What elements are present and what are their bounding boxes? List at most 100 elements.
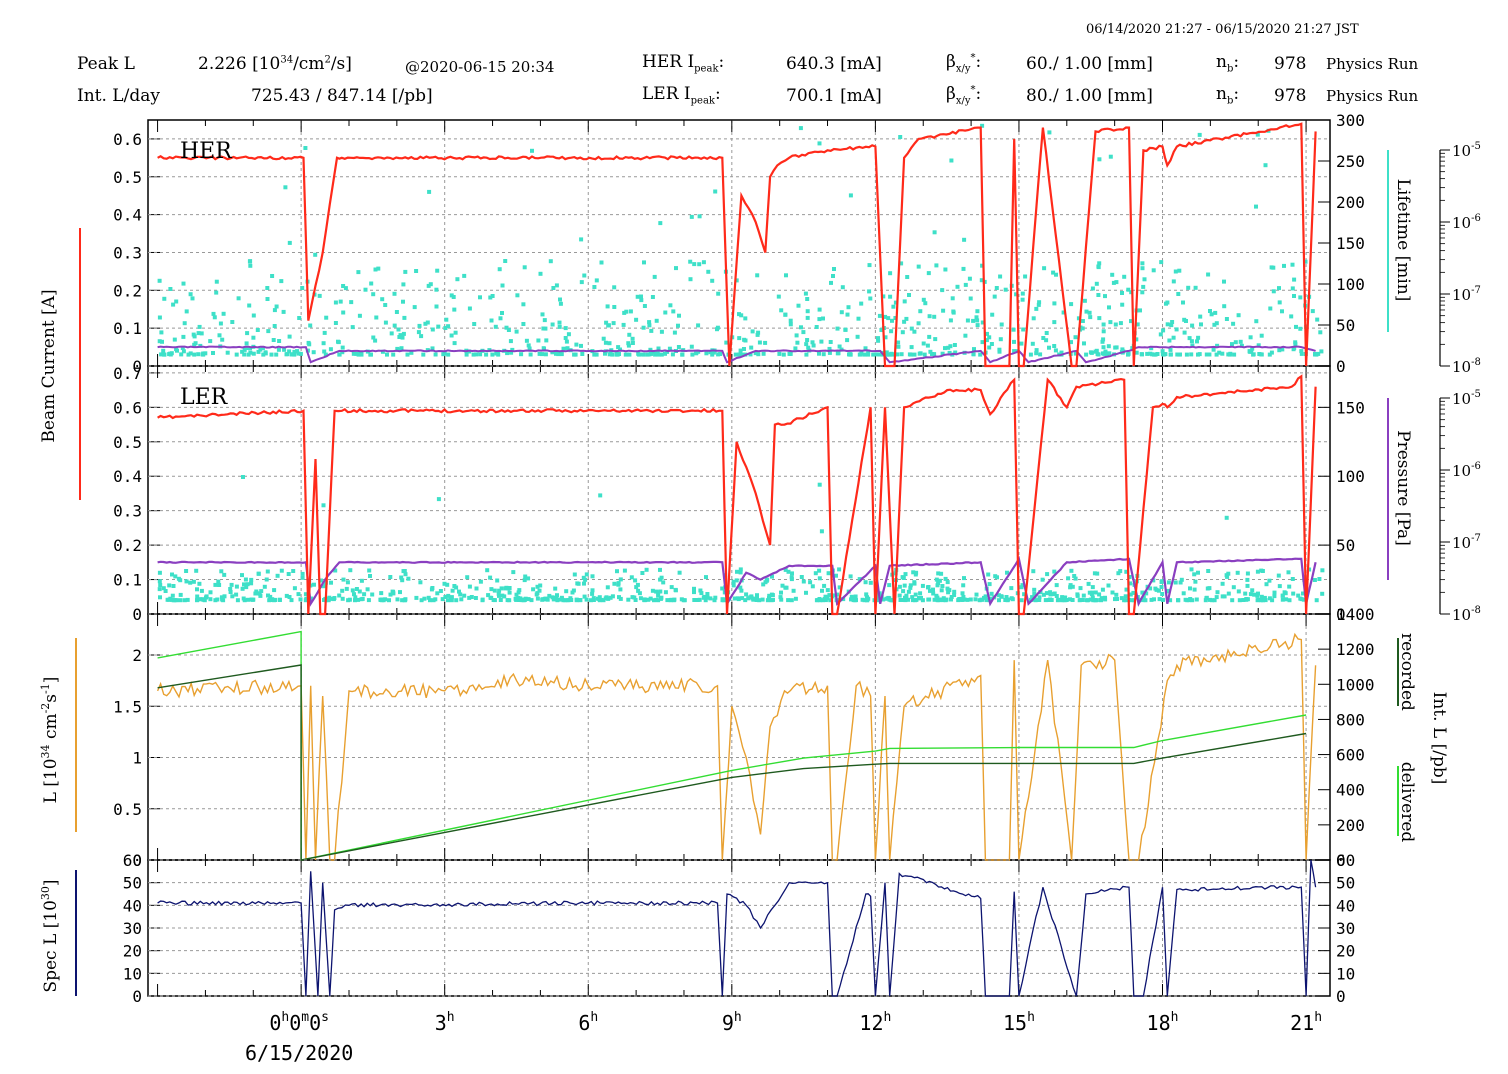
lifetime-point <box>203 351 208 356</box>
lifetime-point <box>1241 598 1246 602</box>
lifetime-point <box>1126 351 1131 356</box>
lifetime-point <box>1087 590 1092 595</box>
lifetime-point <box>1124 569 1129 574</box>
lifetime-point <box>1185 598 1190 603</box>
lifetime-point <box>1301 591 1305 596</box>
lifetime-point <box>788 351 793 356</box>
lifetime-point <box>688 259 693 264</box>
y-tick-label: 0 <box>132 357 142 376</box>
lifetime-point <box>435 591 440 596</box>
y-tick-label-right: 0 <box>1336 987 1346 1006</box>
lifetime-point <box>934 577 939 582</box>
lifetime-point <box>360 596 365 601</box>
lifetime-point <box>1215 590 1220 595</box>
lifetime-point <box>541 326 546 331</box>
lifetime-point <box>1020 297 1025 302</box>
lifetime-point <box>1088 597 1093 602</box>
lifetime-point <box>1283 591 1288 596</box>
lifetime-point <box>598 493 603 498</box>
lifetime-point <box>1320 591 1325 596</box>
lifetime-point <box>353 595 358 600</box>
lifetime-point <box>1166 588 1171 593</box>
lifetime-point <box>281 309 286 314</box>
lifetime-point <box>1280 593 1285 598</box>
lifetime-point <box>599 260 604 265</box>
lifetime-point <box>1205 586 1210 591</box>
lifetime-point <box>896 344 901 349</box>
lifetime-point <box>720 586 725 591</box>
lifetime-point <box>688 277 693 282</box>
lifetime-point <box>846 305 851 310</box>
y-tick-label-right: 100 <box>1336 467 1365 486</box>
lifetime-point <box>1298 295 1303 300</box>
lifetime-point <box>401 282 406 287</box>
lifetime-point <box>538 583 543 588</box>
y-tick-label-right: 40 <box>1336 896 1355 915</box>
lifetime-point <box>642 304 647 308</box>
lifetime-point <box>1214 321 1219 326</box>
y-tick-label-right: 50 <box>1336 874 1355 893</box>
lifetime-point <box>398 335 403 339</box>
lifetime-point <box>265 286 270 290</box>
lifetime-point <box>1110 590 1115 595</box>
lifetime-point <box>422 596 427 601</box>
lifetime-point <box>353 598 357 603</box>
lifetime-point <box>855 334 860 339</box>
lifetime-point <box>1111 280 1116 285</box>
lifetime-point <box>395 346 400 351</box>
lifetime-point <box>170 572 174 577</box>
lifetime-point <box>423 321 428 326</box>
lifetime-point <box>702 594 707 599</box>
lifetime-point <box>636 588 641 593</box>
lifetime-point <box>612 285 617 290</box>
lifetime-point <box>906 597 910 602</box>
lifetime-point <box>592 352 597 357</box>
lifetime-point <box>601 336 606 341</box>
lifetime-point <box>1156 588 1161 593</box>
ler-nb-label-group: nb: <box>1216 84 1240 107</box>
lifetime-point <box>806 345 811 350</box>
lifetime-point <box>606 323 611 328</box>
lifetime-point <box>1105 352 1109 357</box>
lifetime-point <box>208 339 213 344</box>
lifetime-point <box>527 346 532 351</box>
lifetime-point <box>1150 352 1155 357</box>
lifetime-point <box>1033 598 1038 603</box>
lifetime-point <box>1141 284 1146 289</box>
lifetime-point <box>219 569 224 574</box>
lifetime-point <box>1052 344 1057 348</box>
lifetime-point <box>1046 598 1051 602</box>
lifetime-point <box>403 597 408 602</box>
lifetime-point <box>1063 596 1068 601</box>
lifetime-point <box>340 596 345 601</box>
lifetime-point <box>538 271 543 276</box>
delivered-legend: delivered <box>1397 762 1417 843</box>
lifetime-point <box>933 337 938 342</box>
lifetime-point <box>1237 598 1242 603</box>
y-tick-label-right: 0 <box>1336 605 1346 624</box>
lifetime-point <box>173 598 178 603</box>
lifetime-point <box>656 590 661 595</box>
lifetime-point <box>630 336 635 341</box>
lifetime-point <box>1170 320 1175 324</box>
lifetime-point <box>884 352 889 357</box>
lifetime-point <box>1272 594 1277 599</box>
lifetime-point <box>369 281 374 286</box>
lifetime-point <box>582 594 587 599</box>
y-tick-label: 0.1 <box>113 571 142 590</box>
y-tick-label: 0.3 <box>113 243 142 262</box>
lifetime-point <box>236 296 241 301</box>
lifetime-point <box>188 580 193 585</box>
lifetime-point <box>556 352 561 357</box>
y-tick-label-right: 200 <box>1336 193 1365 212</box>
lifetime-point <box>925 343 930 348</box>
lifetime-point <box>795 340 800 345</box>
lifetime-point <box>1313 352 1317 357</box>
lifetime-point <box>987 335 992 340</box>
lifetime-point <box>563 336 568 340</box>
y-tick-label-right: 400 <box>1336 781 1365 800</box>
lifetime-point <box>705 595 710 600</box>
lifetime-point <box>317 293 322 298</box>
lifetime-point <box>557 324 562 329</box>
lifetime-point <box>798 126 803 131</box>
